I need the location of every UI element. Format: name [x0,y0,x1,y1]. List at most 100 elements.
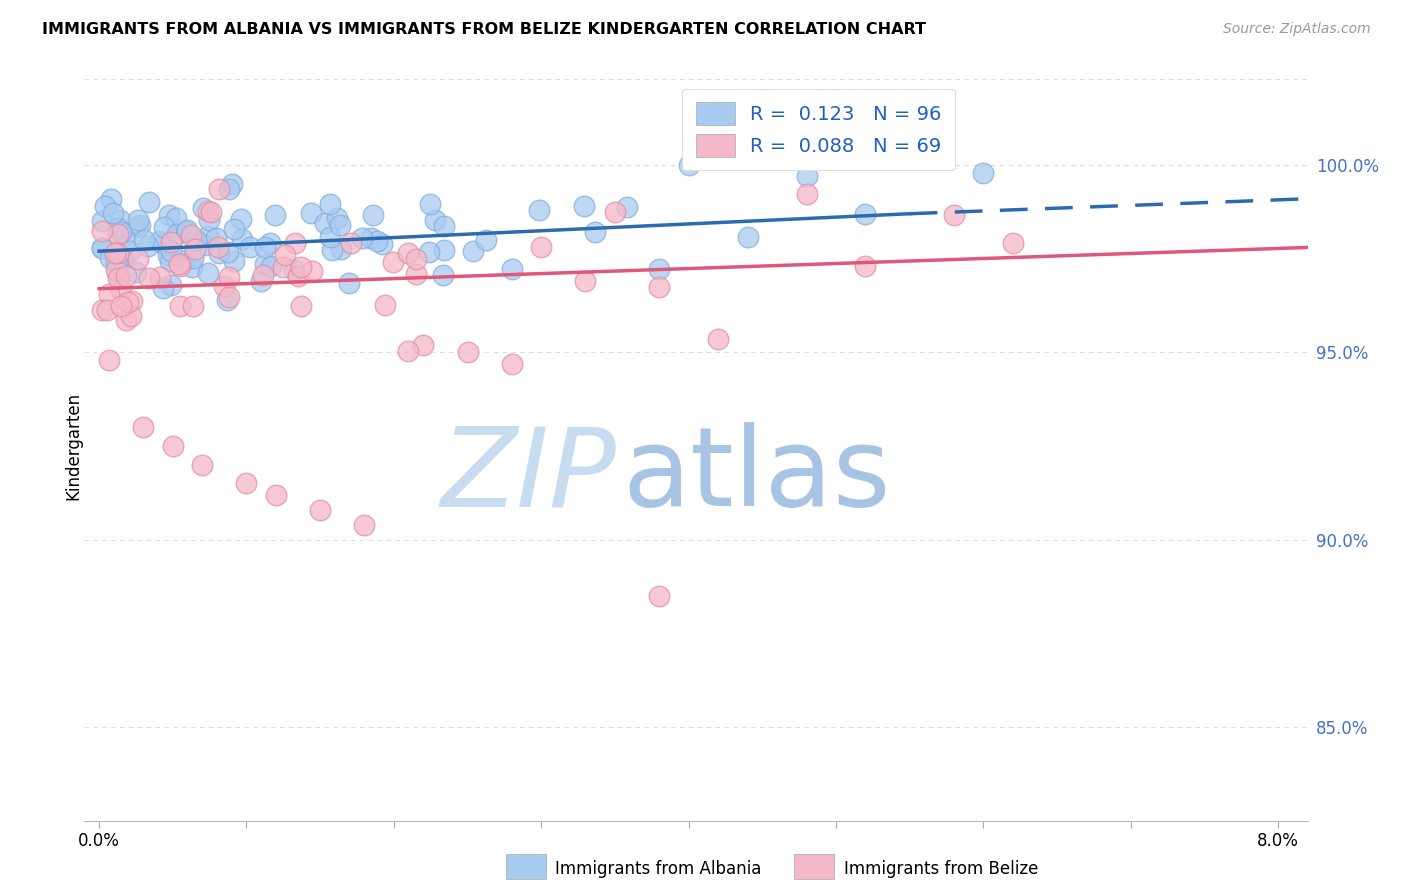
Point [159,278,181,293]
Point [231,212,253,227]
Point [127,220,149,235]
Point [325,211,347,226]
Point [475,233,498,247]
Point [314,216,336,230]
Point [162,439,184,453]
Point [1001,236,1024,251]
Point [222,253,245,268]
Point [114,234,136,248]
Point [110,299,132,313]
Point [309,502,332,516]
Point [166,227,188,242]
Point [259,259,281,273]
Point [98,251,121,265]
Text: Immigrants from Belize: Immigrants from Belize [844,860,1038,878]
Point [127,212,149,227]
Point [259,235,281,250]
Point [149,269,172,284]
Point [96,302,118,317]
Point [249,274,271,288]
Point [125,265,148,279]
Point [290,299,312,313]
Point [167,257,190,271]
Point [360,231,382,245]
Point [180,228,202,243]
Point [191,458,214,472]
Point [221,178,243,192]
Point [181,252,204,266]
Point [97,286,120,301]
Point [583,225,606,239]
Point [115,313,138,327]
Point [208,182,231,196]
Point [115,268,138,283]
Point [197,204,219,219]
Point [218,290,240,304]
Point [461,244,484,259]
Point [100,192,122,206]
Point [301,264,323,278]
Point [396,245,419,260]
Point [271,260,294,275]
Point [284,235,307,250]
Point [107,221,129,235]
Point [91,241,114,255]
Point [91,303,114,318]
Point [104,255,127,269]
Text: IMMIGRANTS FROM ALBANIA VS IMMIGRANTS FROM BELIZE KINDERGARTEN CORRELATION CHART: IMMIGRANTS FROM ALBANIA VS IMMIGRANTS FR… [42,22,927,37]
Point [572,198,595,212]
Point [290,260,312,275]
Point [153,236,176,251]
Point [91,224,114,238]
Point [165,211,187,225]
Point [337,276,360,290]
Point [353,517,375,532]
Point [197,229,219,244]
Point [287,268,309,283]
Point [574,274,596,288]
Point [374,298,396,312]
Legend: R =  0.123   N = 96, R =  0.088   N = 69: R = 0.123 N = 96, R = 0.088 N = 69 [682,88,955,170]
Text: Immigrants from Albania: Immigrants from Albania [555,860,762,878]
Point [264,488,287,502]
Point [217,244,239,259]
Point [159,254,181,268]
Point [121,293,143,308]
Point [796,169,818,183]
Point [197,266,219,280]
Point [184,233,207,247]
Point [91,214,114,228]
Point [218,270,240,285]
Point [127,252,149,267]
Point [215,293,238,308]
Point [98,353,121,368]
Point [405,252,427,267]
Point [218,182,240,196]
Point [118,244,141,258]
Point [132,234,155,248]
Point [501,357,523,371]
Point [321,244,343,258]
Point [396,344,419,359]
Point [361,208,384,222]
Point [419,197,441,211]
Point [318,230,340,244]
Y-axis label: Kindergarten: Kindergarten [65,392,82,500]
Point [231,232,253,246]
Point [737,230,759,244]
Point [412,338,434,352]
Point [433,219,456,233]
Point [108,213,131,227]
Point [214,278,236,293]
Point [371,236,394,251]
Point [527,202,550,217]
Point [222,222,245,236]
Point [107,227,129,241]
Point [942,209,965,223]
Point [274,248,297,262]
Point [235,476,257,491]
Point [207,240,229,254]
Point [252,268,274,282]
Point [299,206,322,220]
Point [93,199,115,213]
